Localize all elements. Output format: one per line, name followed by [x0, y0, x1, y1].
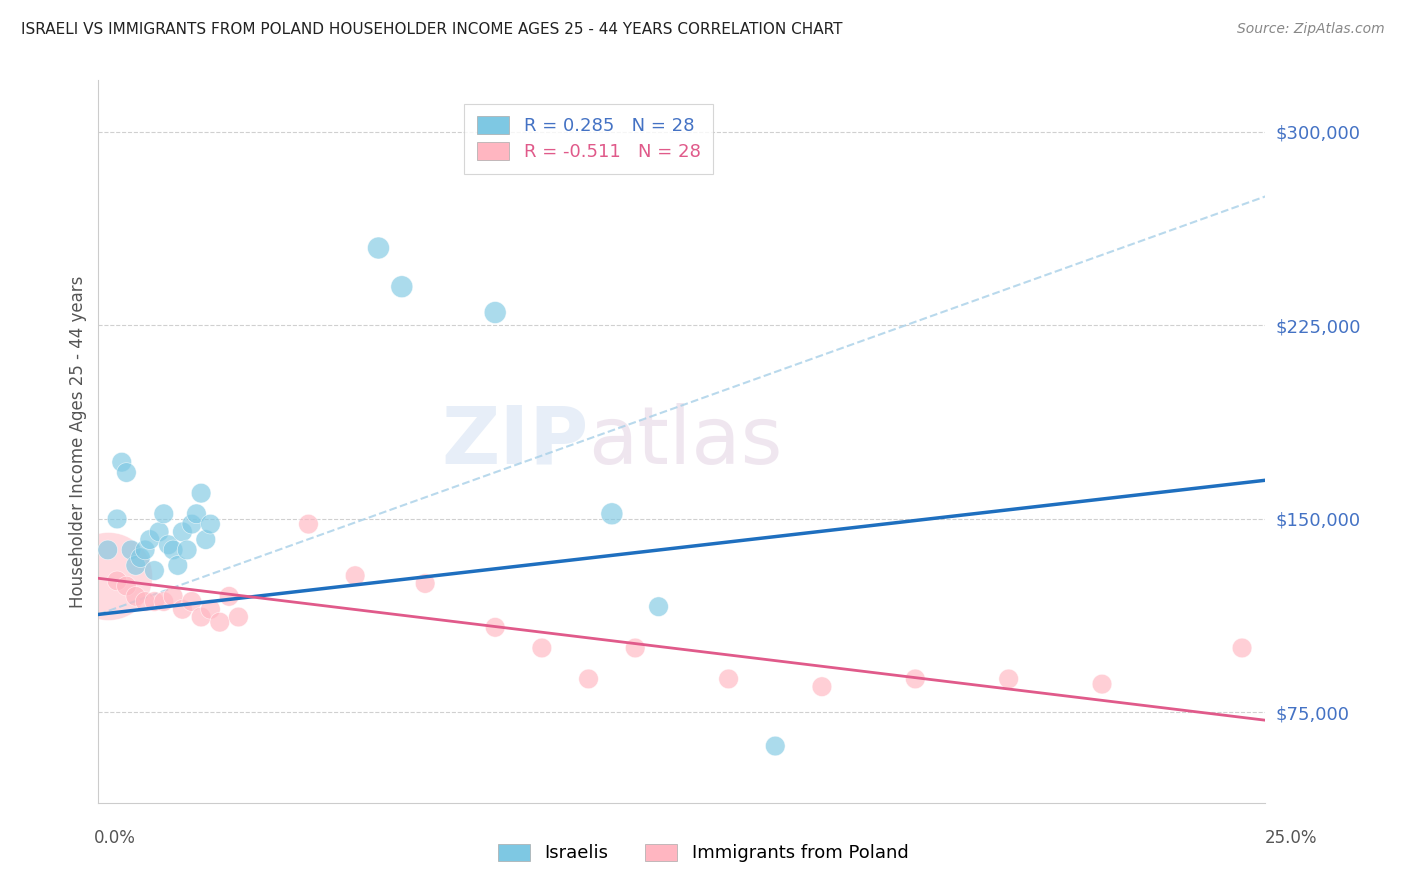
Point	[162, 590, 184, 604]
Point	[578, 672, 600, 686]
Point	[297, 517, 319, 532]
Text: ISRAELI VS IMMIGRANTS FROM POLAND HOUSEHOLDER INCOME AGES 25 - 44 YEARS CORRELAT: ISRAELI VS IMMIGRANTS FROM POLAND HOUSEH…	[21, 22, 842, 37]
Point	[97, 542, 120, 557]
Point	[997, 672, 1019, 686]
Point	[152, 507, 174, 521]
Point	[1230, 640, 1253, 655]
Point	[111, 455, 134, 469]
Point	[391, 279, 413, 293]
Point	[1091, 677, 1114, 691]
Point	[484, 620, 506, 634]
Point	[200, 602, 222, 616]
Legend: Israelis, Immigrants from Poland: Israelis, Immigrants from Poland	[491, 837, 915, 870]
Text: 0.0%: 0.0%	[94, 829, 136, 847]
Text: atlas: atlas	[589, 402, 783, 481]
Point	[143, 564, 166, 578]
Point	[152, 594, 174, 608]
Point	[129, 550, 152, 565]
Point	[600, 507, 623, 521]
Point	[218, 590, 240, 604]
Point	[148, 524, 170, 539]
Point	[105, 512, 128, 526]
Point	[139, 533, 162, 547]
Point	[162, 542, 184, 557]
Point	[172, 524, 194, 539]
Point	[717, 672, 740, 686]
Point	[647, 599, 669, 614]
Point	[172, 602, 194, 616]
Point	[904, 672, 927, 686]
Point	[180, 594, 202, 608]
Point	[134, 594, 156, 608]
Text: ZIP: ZIP	[441, 402, 589, 481]
Point	[200, 517, 222, 532]
Point	[763, 739, 786, 753]
Point	[125, 590, 148, 604]
Text: Source: ZipAtlas.com: Source: ZipAtlas.com	[1237, 22, 1385, 37]
Point	[367, 241, 389, 255]
Point	[190, 486, 212, 500]
Point	[811, 680, 834, 694]
Point	[115, 579, 138, 593]
Y-axis label: Householder Income Ages 25 - 44 years: Householder Income Ages 25 - 44 years	[69, 276, 87, 607]
Point	[176, 542, 198, 557]
Point	[115, 466, 138, 480]
Point	[186, 507, 208, 521]
Point	[120, 542, 142, 557]
Point	[530, 640, 553, 655]
Point	[484, 305, 506, 319]
Point	[134, 542, 156, 557]
Text: 25.0%: 25.0%	[1264, 829, 1317, 847]
Point	[190, 610, 212, 624]
Point	[228, 610, 250, 624]
Point	[143, 594, 166, 608]
Point	[180, 517, 202, 532]
Point	[105, 574, 128, 588]
Point	[208, 615, 231, 630]
Point	[624, 640, 647, 655]
Legend: R = 0.285   N = 28, R = -0.511   N = 28: R = 0.285 N = 28, R = -0.511 N = 28	[464, 103, 713, 174]
Point	[413, 576, 436, 591]
Point	[166, 558, 188, 573]
Point	[344, 568, 367, 582]
Point	[194, 533, 217, 547]
Point	[97, 568, 120, 582]
Point	[125, 558, 148, 573]
Point	[157, 538, 180, 552]
